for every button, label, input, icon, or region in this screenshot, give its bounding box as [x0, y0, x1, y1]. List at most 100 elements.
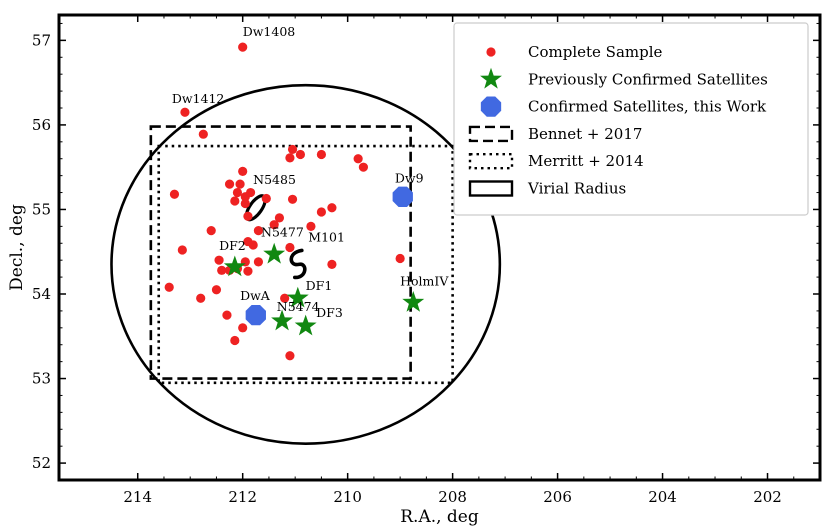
y-tick-label: 55	[32, 200, 51, 218]
complete-sample-point	[395, 253, 405, 264]
complete-sample-point	[196, 293, 206, 303]
complete-sample-point	[353, 154, 363, 164]
galaxy-label: DF1	[306, 278, 333, 293]
x-tick-label: 214	[123, 488, 152, 506]
legend-box	[453, 22, 809, 216]
previously-confirmed-satellite-point	[402, 290, 425, 312]
legend-label: Virial Radius	[527, 180, 626, 198]
previously-confirmed-satellite-point	[271, 309, 293, 331]
galaxy-label: Dw1412	[172, 91, 225, 106]
complete-sample-point	[327, 203, 337, 213]
previously-confirmed-satellite-point	[286, 286, 309, 308]
complete-sample-point	[238, 42, 248, 52]
m101-galaxy-shape	[289, 248, 307, 280]
complete-sample-point	[253, 225, 264, 236]
legend-solid-box	[468, 180, 514, 197]
previously-confirmed-satellite-point	[294, 314, 317, 336]
galaxy-labels: Dw1408 Dw1412 N5485 Dw9 N5477 M101 DF2 DF1 HolmI…	[172, 24, 450, 320]
legend: Complete Sample Previously Confirmed Sate…	[453, 22, 809, 216]
previously-confirmed-satellite-point	[263, 242, 286, 264]
y-axis-label: Decl., deg	[7, 204, 27, 291]
legend-label: Complete Sample	[528, 43, 663, 61]
complete-sample-point	[169, 189, 180, 199]
complete-sample-point	[235, 179, 245, 189]
galaxy-label: M101	[308, 230, 345, 245]
legend-label: Confirmed Satellites, this Work	[528, 98, 767, 116]
complete-sample-point	[230, 335, 240, 346]
galaxy-label: N5474	[277, 299, 320, 314]
complete-sample-point	[269, 220, 279, 230]
confirmed-satellite-this-work-point	[245, 304, 266, 326]
legend-label: Merritt + 2014	[528, 152, 644, 170]
complete-sample-point	[217, 265, 227, 275]
complete-sample-point	[240, 198, 250, 209]
x-tick-label: 208	[438, 488, 467, 506]
legend-label: Bennet + 2017	[528, 125, 642, 143]
y-tick-label: 53	[32, 370, 51, 388]
survey-regions	[110, 83, 502, 445]
x-tick-label: 210	[333, 488, 362, 506]
complete-sample-point	[224, 179, 235, 189]
complete-sample-point	[214, 255, 224, 265]
bennet-2017-region	[149, 125, 412, 380]
complete-sample-point	[198, 129, 208, 139]
complete-sample-point	[232, 187, 243, 198]
complete-sample-point	[285, 242, 295, 253]
confirmed-satellite-this-work-point	[392, 186, 413, 207]
y-tick-label: 54	[32, 285, 51, 303]
x-tick-label: 202	[753, 488, 782, 506]
complete-sample-point	[287, 194, 298, 204]
legend-circle-marker	[486, 47, 496, 57]
x-tick-label: 206	[543, 488, 572, 506]
complete-sample-point	[261, 193, 271, 204]
galaxy-label: DwA	[240, 288, 271, 303]
complete-sample-point	[295, 149, 306, 160]
complete-sample-point	[180, 107, 190, 117]
complete-sample-point	[245, 187, 256, 198]
merritt-2014-region	[157, 144, 454, 385]
complete-sample-point	[238, 166, 248, 177]
legend-dashed-box	[468, 125, 514, 143]
complete-sample-point	[306, 221, 316, 231]
galaxy-label: Dw1408	[243, 24, 296, 39]
plot-frame	[57, 13, 822, 482]
x-tick-label: 212	[228, 488, 257, 506]
complete-sample-point	[248, 240, 258, 250]
galaxy-label: HolmIV	[400, 274, 449, 289]
galaxy-label: N5485	[253, 172, 296, 187]
complete-sample-point	[274, 213, 285, 223]
previously-confirmed-satellite-point	[223, 255, 246, 277]
x-axis-label: R.A., deg	[400, 507, 479, 527]
data-points	[164, 42, 425, 361]
complete-sample-point	[287, 144, 298, 155]
complete-sample-point	[243, 211, 253, 221]
complete-sample-point	[316, 207, 327, 217]
complete-sample-point	[285, 351, 295, 361]
axes: 214 212 210 208 206 204 202 52 53 54 55 56 57 R.A., d…	[7, 13, 822, 527]
complete-sample-point	[253, 257, 264, 267]
y-tick-label: 57	[32, 31, 51, 49]
complete-sample-point	[358, 162, 368, 172]
complete-sample-point	[230, 196, 240, 206]
complete-sample-point	[316, 149, 327, 160]
galaxy-label: Dw9	[395, 170, 424, 185]
complete-sample-point	[211, 285, 222, 295]
galaxy-label: N5477	[261, 225, 304, 240]
virial-radius-circle	[110, 83, 502, 445]
complete-sample-point	[206, 225, 216, 236]
y-tick-label: 56	[32, 116, 51, 134]
complete-sample-point	[285, 153, 295, 163]
complete-sample-point	[238, 323, 248, 333]
legend-octagon-marker	[480, 96, 502, 117]
legend-star-marker	[480, 67, 502, 89]
galaxy-label: DF3	[316, 305, 343, 320]
complete-sample-point	[327, 259, 337, 270]
legend-dotted-box	[468, 152, 514, 170]
complete-sample-point	[243, 266, 253, 276]
galaxy-label: DF2	[219, 238, 246, 253]
x-tick-label: 204	[648, 488, 677, 506]
complete-sample-point	[222, 310, 232, 320]
complete-sample-point	[164, 282, 174, 292]
complete-sample-point	[177, 245, 187, 255]
